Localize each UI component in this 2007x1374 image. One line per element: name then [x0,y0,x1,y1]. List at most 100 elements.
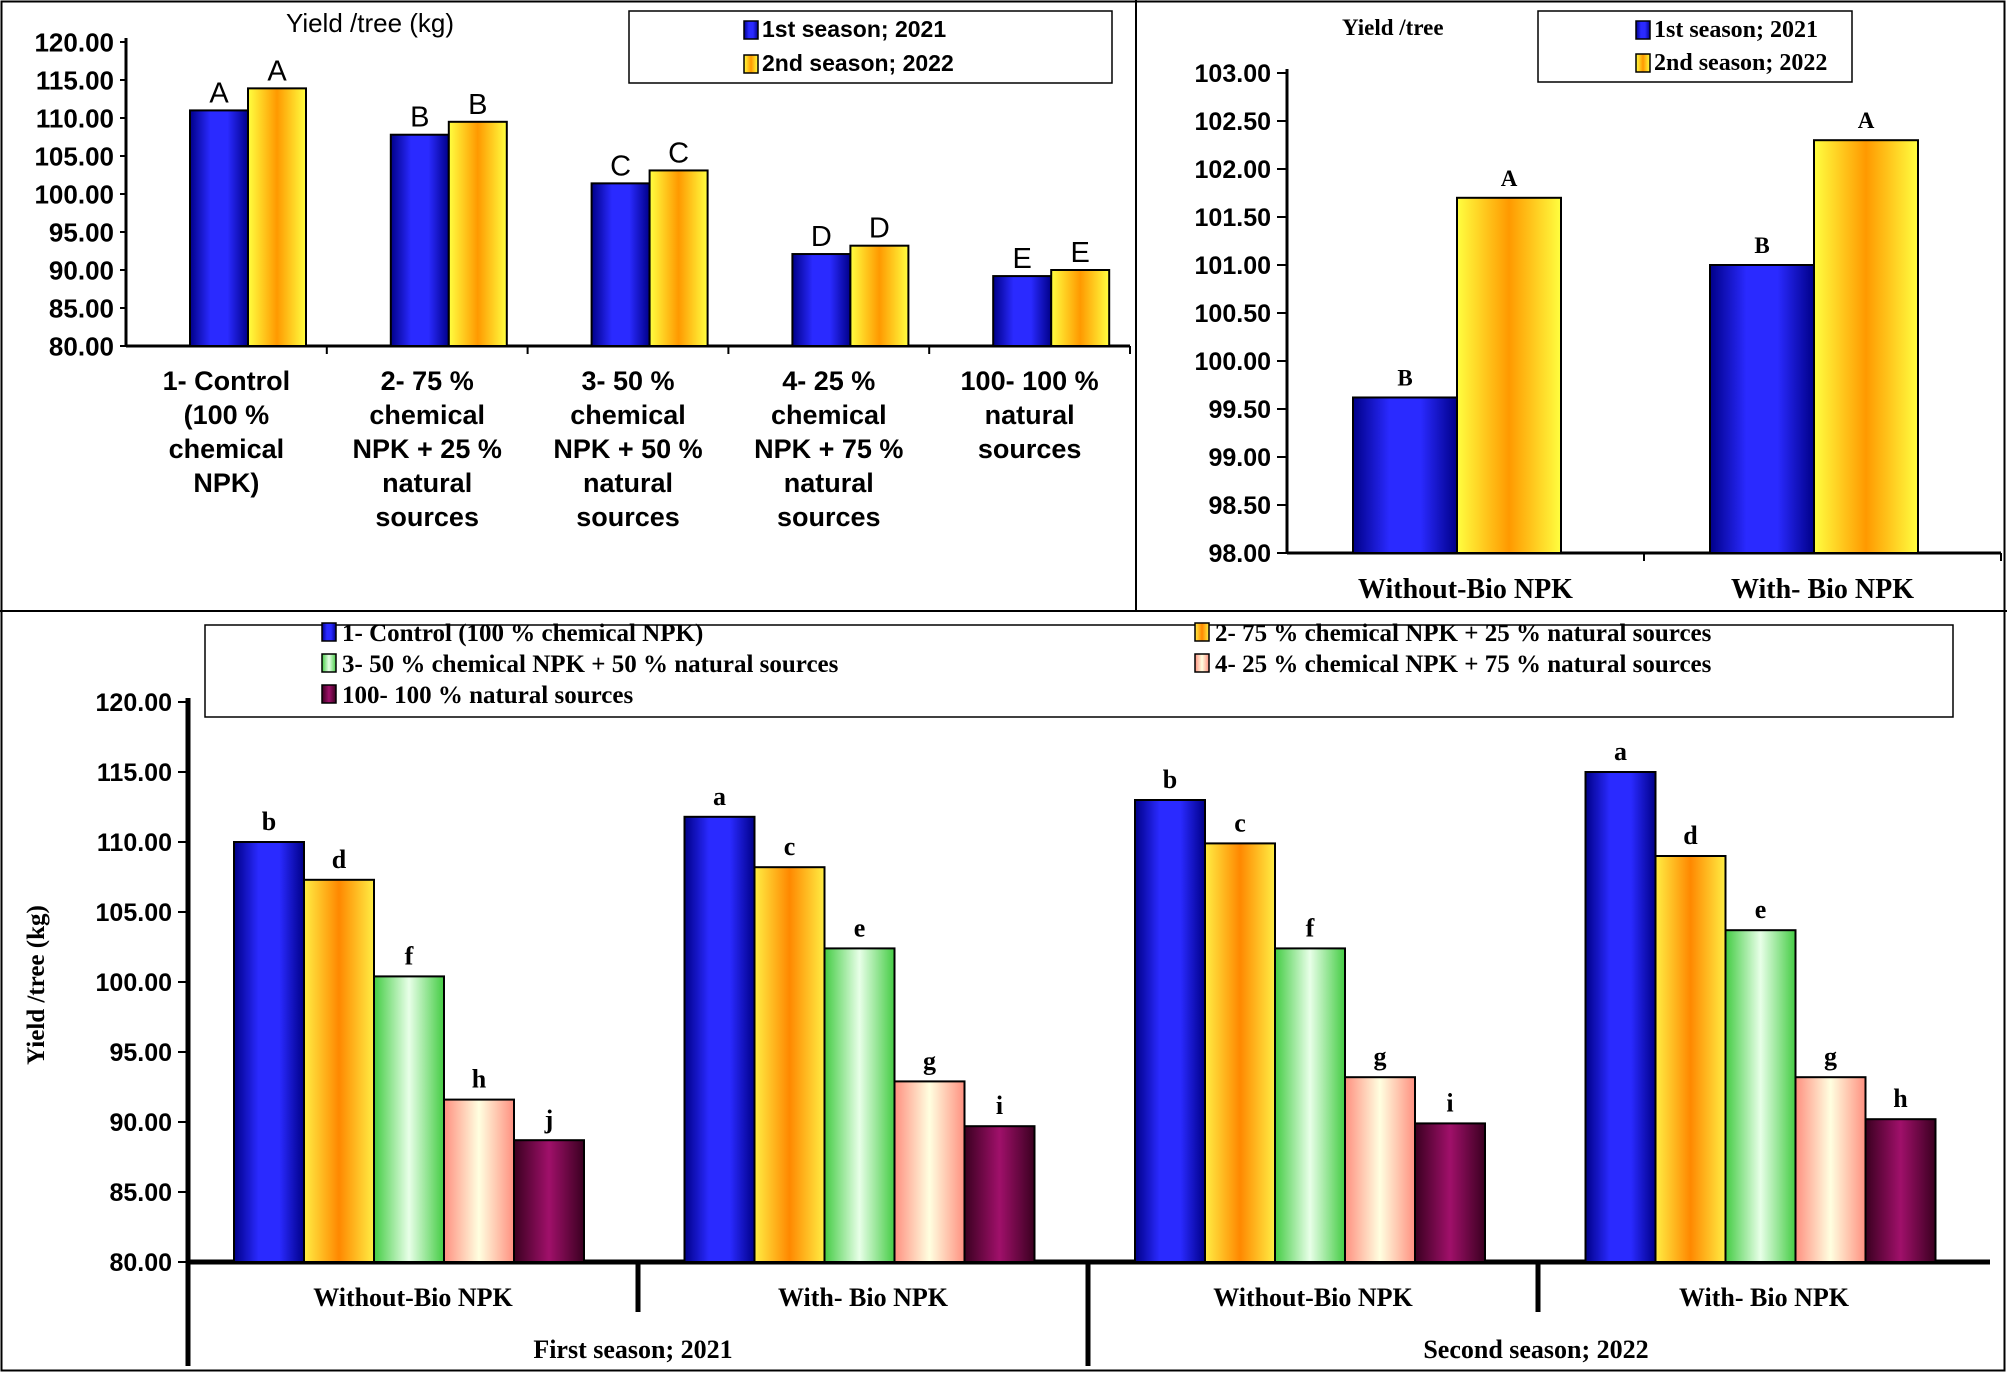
category-label: NPK + 25 % [353,434,502,464]
category-label: natural [382,468,472,498]
bar [893,1080,966,1264]
bar-letter-label: g [923,1046,936,1075]
bar-letter-label: A [209,77,229,109]
bar-letter-label: j [544,1105,554,1134]
bar [1654,855,1727,1263]
category-label: sources [576,502,680,532]
bar-letter-label: e [1755,895,1767,924]
y-tick-label: 90.00 [109,1109,172,1137]
category-label: chemical [369,400,485,430]
season-label: Second season; 2022 [1423,1335,1648,1364]
category-label: Without-Bio NPK [1213,1283,1413,1312]
y-tick-label: 110.00 [36,103,114,133]
category-label: chemical [771,400,887,430]
bar-letter-label: B [1397,365,1412,390]
y-tick-label: 110.00 [97,829,172,857]
panel-bio: 98.00 98.50 99.00 99.50 100.00 100.50 101.00 10… [1195,10,2002,605]
category-label: NPK) [193,468,259,498]
bar [1414,1122,1486,1264]
legend-swatch [743,54,759,74]
bar-letter-label: g [1374,1042,1387,1071]
bar [373,975,445,1264]
bar [1584,771,1657,1263]
bar [590,182,651,347]
bar-letter-label: h [1893,1084,1908,1113]
bar-letter-label: b [1163,765,1177,794]
bar [1709,264,1815,554]
y-tick-label: 102.50 [1195,108,1271,136]
bar-letter-label: A [267,55,287,87]
bar [1204,842,1276,1264]
panel-treatments: 80.00 85.00 90.00 95.00 100.00 105.00 110.00 11… [34,8,1131,532]
bar-letter-label: B [468,89,487,121]
legend-entry: 2nd season; 2022 [1654,50,1827,76]
bar [513,1139,585,1263]
legend-swatch [1194,653,1210,673]
y-tick-label: 90.00 [49,255,114,285]
bar [1813,139,1919,554]
y-tick-label: 98.50 [1208,492,1271,520]
legend-box [204,624,1954,718]
y-tick-label: 101.00 [1195,252,1271,280]
category-label: sources [978,434,1082,464]
category-label: sources [777,502,881,532]
bar [447,120,508,347]
category-label: With- Bio NPK [1679,1283,1850,1312]
y-tick-label: 100.00 [1195,348,1271,376]
bar-letter-label: f [405,941,414,970]
bar-letter-label: i [1446,1088,1453,1117]
bar-letter-label: e [854,913,866,942]
y-axis-title: Yield /tree (kg) [23,905,50,1065]
bar-letter-label: d [332,845,347,874]
bar-letter-label: c [784,832,796,861]
y-tick-label: 101.50 [1195,204,1271,232]
chart-title: Yield /tree [1342,15,1444,40]
legend-swatch [743,20,759,40]
category-label: 2- 75 % [381,366,474,396]
bar-letter-label: i [996,1091,1003,1120]
bar-letter-label: a [713,782,726,811]
legend-box [1537,10,1853,83]
legend-entry: 3- 50 % chemical NPK + 50 % natural sour… [342,651,839,678]
y-tick-label: 95.00 [109,1039,172,1067]
bar-letter-label: D [869,213,890,245]
y-tick-label: 80.00 [49,331,114,361]
y-tick-label: 120.00 [96,689,172,717]
bar [1134,799,1206,1263]
y-tick-label: 98.00 [1208,540,1271,568]
bar [247,87,307,348]
bar-letter-label: A [1858,108,1875,133]
y-tick-label: 99.50 [1208,396,1271,424]
legend-box [628,10,1113,84]
legend-entry: 1- Control (100 % chemical NPK) [342,620,703,647]
bar-letter-label: B [1754,233,1769,258]
legend-swatch [1635,53,1651,73]
y-tick-label: 99.00 [1208,444,1271,472]
category-label: Without-Bio NPK [1358,574,1573,605]
bar-letter-label: c [1234,808,1246,837]
bar [443,1098,515,1263]
category-label: Without-Bio NPK [313,1283,513,1312]
bar-letter-label: g [1824,1042,1837,1071]
category-label: With- Bio NPK [1731,574,1914,605]
category-label: sources [375,502,479,532]
bar [791,253,852,347]
category-label: chemical [169,434,285,464]
category-label: 3- 50 % [581,366,674,396]
bar-letter-label: C [668,137,689,169]
bar [1274,947,1346,1264]
bar [189,109,249,348]
bar [389,133,450,347]
bar-letter-label: h [472,1065,487,1094]
y-tick-label: 115.00 [36,65,114,95]
category-label: 4- 25 % [782,366,875,396]
bar-letter-label: E [1013,243,1032,275]
bar-letter-label: B [410,102,429,134]
legend-swatch [1635,20,1651,40]
bar [753,866,826,1263]
bar-letter-label: D [811,221,832,253]
legend-entry: 1st season; 2021 [762,16,946,42]
legend-entry: 2- 75 % chemical NPK + 25 % natural sour… [1215,620,1712,647]
